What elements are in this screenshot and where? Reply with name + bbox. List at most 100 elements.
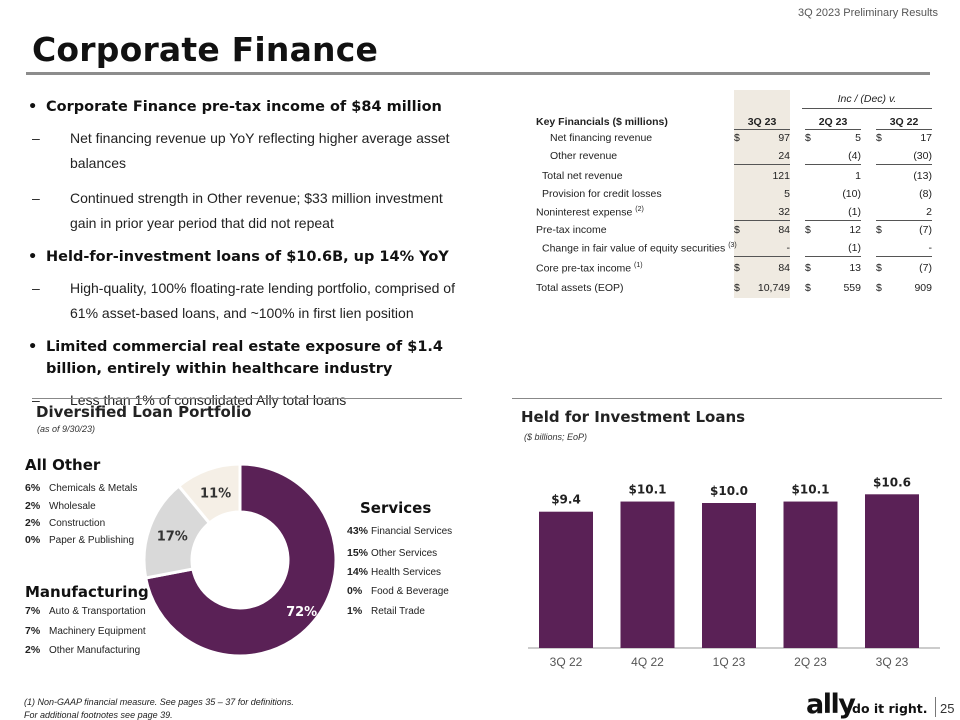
- row-label: Change in fair value of equity securitie…: [542, 242, 737, 255]
- cell-value: 559: [843, 282, 861, 294]
- cell-value: 84: [778, 224, 790, 236]
- section-divider: [512, 398, 942, 399]
- legend-label: Machinery Equipment: [49, 626, 146, 637]
- row-label: Noninterest expense (2): [536, 206, 644, 219]
- legend-label: Wholesale: [49, 501, 96, 512]
- table-row: Total assets (EOP) $10,749 $559 $909: [534, 280, 932, 298]
- bar: [620, 501, 675, 648]
- bullet-text: Corporate Finance pre-tax income of $84 …: [46, 99, 442, 115]
- cell-value: 12: [849, 224, 861, 236]
- cell-value: 97: [778, 132, 790, 144]
- footnote-ref: (2): [635, 206, 644, 213]
- bullet-text: Held-for-investment loans of $10.6B, up …: [46, 249, 449, 265]
- subtotal-underline: [805, 220, 861, 221]
- legend-item: 14% Health Services: [347, 566, 441, 578]
- subtotal-underline: [805, 256, 861, 257]
- table-row: Total net revenue 121 1 (13): [534, 168, 932, 186]
- legend-label: Auto & Transportation: [49, 606, 146, 617]
- subtotal-underline: [876, 220, 932, 221]
- legend-pct: 14%: [347, 566, 369, 578]
- header-underline: [876, 129, 932, 130]
- legend-pct: 2%: [25, 644, 41, 656]
- sub-bullet: – High-quality, 100% floating-rate lendin…: [32, 280, 455, 321]
- sub-bullet-text: Continued strength in Other revenue; $33…: [70, 190, 443, 231]
- table-row: Other revenue 24 (4) (30): [534, 148, 932, 166]
- column-header: 3Q 22: [889, 116, 919, 128]
- cell-value: -: [928, 242, 933, 254]
- row-label-text: Total net revenue: [542, 170, 623, 182]
- currency-symbol: $: [734, 224, 740, 236]
- legend-item: 2% Other Manufacturing: [25, 644, 140, 656]
- legend-label: Financial Services: [371, 526, 453, 537]
- inc-dec-header: Inc / (Dec) v.: [837, 93, 897, 105]
- bar-value-label: $9.4: [551, 493, 581, 507]
- legend-pct: 0%: [347, 585, 363, 597]
- bar: [702, 503, 756, 648]
- cell-value: (1): [848, 242, 861, 254]
- currency-symbol: $: [876, 282, 882, 294]
- report-period-label: 3Q 2023 Preliminary Results: [797, 7, 938, 19]
- row-label: Net financing revenue: [550, 132, 652, 144]
- sub-bullet-text: Net financing revenue up YoY reflecting …: [70, 130, 450, 171]
- title-divider: [26, 72, 930, 75]
- sub-bullet: – Net financing revenue up YoY reflecting…: [32, 130, 450, 171]
- cell-value: -: [786, 242, 791, 254]
- legend-label: Other Services: [371, 548, 438, 559]
- legend-label: Chemicals & Metals: [49, 483, 138, 494]
- table-row: Noninterest expense (2) 32 (1) 2: [534, 204, 932, 222]
- row-label: Total assets (EOP): [536, 282, 624, 294]
- cell-value: 5: [784, 188, 790, 200]
- row-label-text: Core pre-tax income: [536, 262, 632, 275]
- donut-slice-all-other: [176, 462, 242, 526]
- table-row: Change in fair value of equity securitie…: [534, 240, 932, 258]
- table-row: Provision for credit losses 5 (10) (8): [534, 186, 932, 204]
- cell-value: (10): [842, 188, 861, 200]
- cell-value: 909: [914, 282, 932, 294]
- row-label-text: Change in fair value of equity securitie…: [542, 242, 726, 255]
- currency-symbol: $: [734, 282, 740, 294]
- logo-wordmark: ally: [806, 689, 856, 720]
- bar-value-label: $10.0: [710, 484, 748, 498]
- cell-value: 13: [849, 262, 861, 274]
- legend-label: Food & Beverage: [371, 586, 449, 597]
- table-row: Core pre-tax income (1) $84 $13 $ (7): [534, 260, 932, 278]
- all-other-title: All Other: [25, 456, 101, 474]
- donut-slice-services: [143, 462, 338, 658]
- cell-value: (13): [913, 170, 932, 182]
- subtotal-underline: [734, 220, 790, 221]
- x-tick-label: 1Q 23: [713, 655, 746, 669]
- legend-pct: 43%: [347, 525, 369, 537]
- cell-value: (4): [848, 150, 861, 162]
- row-label: Core pre-tax income (1): [536, 262, 643, 275]
- column-header: 2Q 23: [818, 116, 848, 128]
- subtotal-underline: [876, 164, 932, 165]
- donut-value-label: 11%: [200, 486, 231, 501]
- bar: [865, 494, 919, 648]
- row-label-text: Other revenue: [550, 150, 618, 162]
- cell-value: 17: [920, 132, 932, 144]
- row-label-text: Noninterest expense: [536, 206, 633, 219]
- donut-value-label: 72%: [286, 605, 317, 620]
- cell-value: 5: [855, 132, 861, 144]
- cell-value: (1): [848, 206, 861, 218]
- services-title: Services: [360, 499, 432, 517]
- column-header: 3Q 23: [747, 116, 777, 128]
- currency-symbol: $: [876, 262, 882, 274]
- bar: [539, 511, 593, 648]
- legend-item: 6% Chemicals & Metals: [25, 482, 137, 494]
- bullet: • Limited commercial real estate exposure…: [28, 339, 444, 377]
- currency-symbol: $: [734, 262, 740, 274]
- legend-pct: 2%: [25, 500, 41, 512]
- x-tick-label: 2Q 23: [794, 655, 827, 669]
- subtotal-underline: [734, 164, 790, 165]
- legend-pct: 1%: [347, 605, 363, 617]
- cell-value: 2: [926, 206, 932, 218]
- legend-label: Health Services: [371, 567, 442, 578]
- row-label: Pre-tax income: [536, 224, 607, 236]
- logo-tagline: do it right.: [852, 701, 928, 716]
- legend-pct: 0%: [25, 534, 41, 546]
- table-label-header: Key Financials ($ millions): [536, 116, 668, 128]
- legend-item: 1% Retail Trade: [347, 605, 425, 617]
- row-label-text: Total assets (EOP): [536, 282, 624, 294]
- bar-value-label: $10.1: [629, 483, 667, 497]
